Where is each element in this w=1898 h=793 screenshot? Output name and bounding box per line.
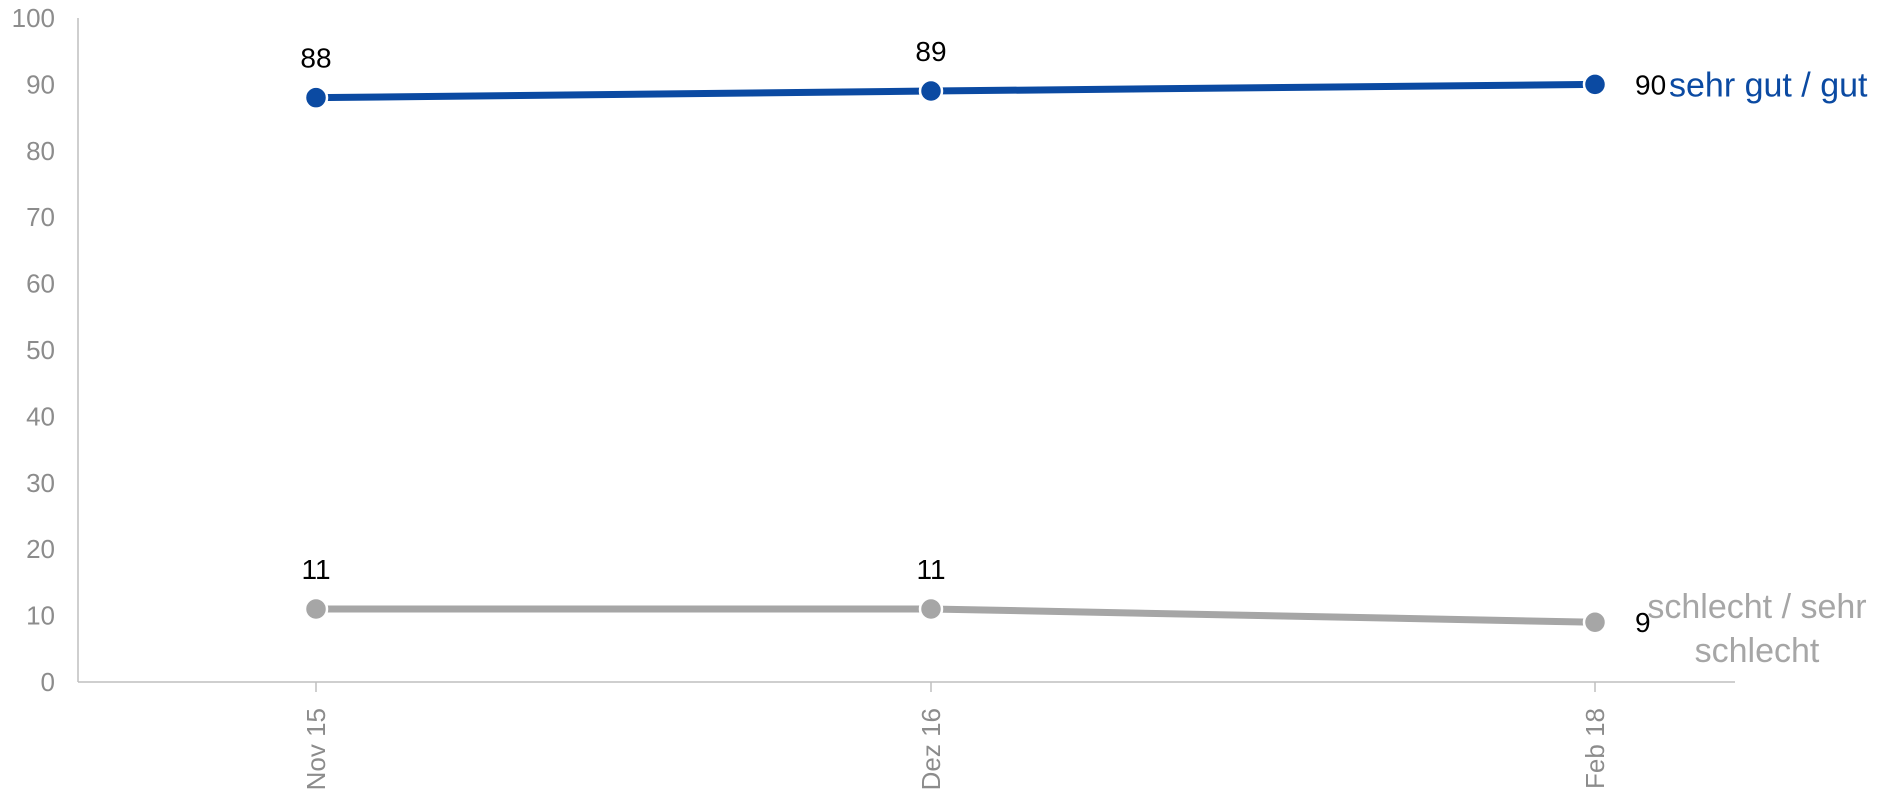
x-tick-label: Dez 16 bbox=[916, 708, 946, 790]
data-point bbox=[918, 78, 944, 104]
y-tick-label: 30 bbox=[26, 468, 55, 498]
data-label: 88 bbox=[300, 43, 331, 74]
data-label: 11 bbox=[301, 554, 330, 585]
y-tick-label: 50 bbox=[26, 335, 55, 365]
y-tick-label: 20 bbox=[26, 534, 55, 564]
y-tick-label: 90 bbox=[26, 69, 55, 99]
data-label: 90 bbox=[1635, 69, 1666, 100]
series-line bbox=[312, 80, 1599, 102]
x-axis-ticks: Nov 15 Dez 16 Feb 18 bbox=[301, 682, 1610, 790]
y-axis-ticks: 0 10 20 30 40 50 60 70 80 90 100 bbox=[12, 3, 55, 697]
x-tick-label: Feb 18 bbox=[1580, 708, 1610, 789]
data-point bbox=[303, 85, 329, 110]
x-tick-label: Nov 15 bbox=[301, 708, 331, 790]
series bbox=[303, 72, 1608, 635]
y-tick-label: 80 bbox=[26, 136, 55, 166]
data-point bbox=[918, 596, 944, 622]
axes bbox=[77, 18, 1735, 683]
data-label: 9 bbox=[1635, 607, 1651, 638]
data-label: 11 bbox=[916, 554, 945, 585]
data-point bbox=[1582, 72, 1608, 97]
y-tick-label: 100 bbox=[12, 3, 55, 33]
series-name-line: schlecht bbox=[1695, 632, 1820, 670]
y-tick-label: 10 bbox=[26, 601, 55, 631]
data-point bbox=[1582, 609, 1608, 635]
y-tick-label: 60 bbox=[26, 269, 55, 299]
data-point bbox=[303, 596, 329, 622]
data-label: 89 bbox=[915, 36, 946, 67]
series-name-label: sehr gut / gut bbox=[1669, 66, 1868, 104]
y-tick-label: 70 bbox=[26, 202, 55, 232]
series-name-line: schlecht / sehr bbox=[1647, 588, 1866, 626]
y-tick-label: 0 bbox=[41, 667, 55, 697]
series-name-label: schlecht / sehr schlecht bbox=[1647, 588, 1866, 670]
series-line bbox=[312, 605, 1599, 626]
y-tick-label: 40 bbox=[26, 401, 55, 431]
